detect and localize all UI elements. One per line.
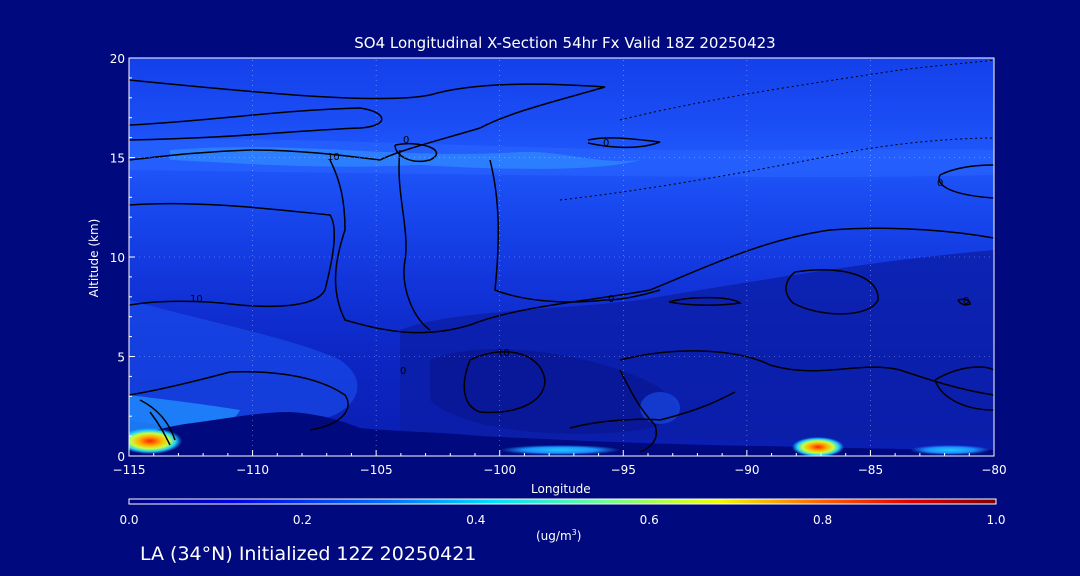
x-axis-label: Longitude [531, 482, 591, 496]
y-tick-label: 10 [110, 251, 125, 265]
contour-label: 0 [603, 138, 609, 149]
x-axis: −115 −110 −105 −100 −95 −90 −85 −80 [113, 58, 1007, 477]
x-tick-label: −95 [611, 463, 636, 477]
y-axis: 0 5 10 15 20 [110, 52, 994, 464]
colorbar-tick-label: 0.0 [119, 513, 138, 527]
x-tick-label: −80 [981, 463, 1006, 477]
x-tick-label: −100 [483, 463, 516, 477]
x-tick-label: −115 [113, 463, 146, 477]
colorbar-tick-label: 0.8 [813, 513, 832, 527]
y-tick-label: 5 [117, 351, 125, 365]
concentration-field: 0 10 10 0 0 10 0 0 0 [129, 58, 994, 456]
colorbar-tick-label: 0.4 [466, 513, 485, 527]
colorbar-tick-label: 1.0 [986, 513, 1005, 527]
colorbar [128, 498, 997, 505]
chart-title: SO4 Longitudinal X-Section 54hr Fx Valid… [354, 34, 776, 52]
contour-label: 10 [327, 152, 340, 163]
colorbar-tick-label: 0.2 [293, 513, 312, 527]
colorbar-ticks: 0.0 0.2 0.4 0.6 0.8 1.0 [119, 513, 1005, 527]
colorbar-tick-label: 0.6 [640, 513, 659, 527]
contour-label: 0 [400, 366, 406, 377]
contour-label: 0 [403, 135, 409, 146]
y-tick-label: 15 [110, 152, 125, 166]
x-tick-label: −110 [236, 463, 269, 477]
x-tick-label: −85 [858, 463, 883, 477]
contour-label: 0 [963, 296, 969, 307]
x-tick-label: −105 [360, 463, 393, 477]
footer-caption: LA (34°N) Initialized 12Z 20250421 [140, 543, 477, 565]
contour-label: 10 [190, 294, 203, 305]
contour-label: 10 [497, 348, 510, 359]
contour-label-layer: 0 10 10 0 0 10 0 0 0 [190, 135, 969, 377]
y-tick-label: 20 [110, 52, 125, 66]
contour-label: 0 [937, 178, 943, 189]
y-tick-label: 0 [117, 450, 125, 464]
contour-label: 0 [608, 294, 614, 305]
y-axis-label: Altitude (km) [87, 218, 101, 298]
x-tick-label: −90 [734, 463, 759, 477]
colorbar-unit-label: (ug/m3) [536, 528, 582, 543]
